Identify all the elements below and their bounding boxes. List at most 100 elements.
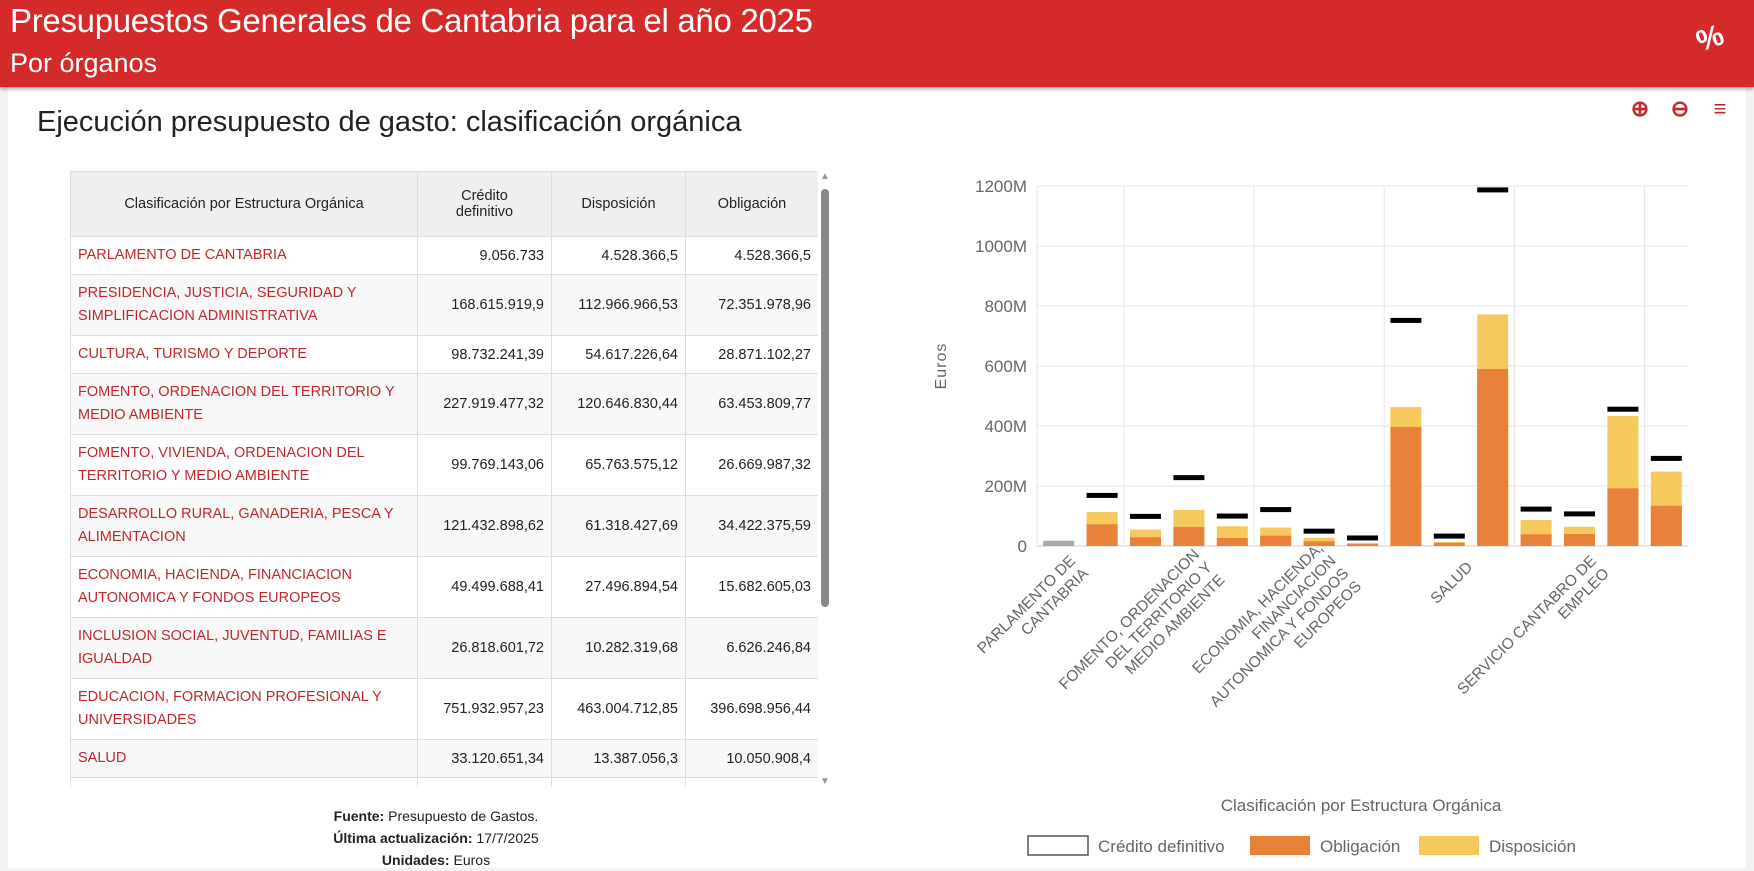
credito-cell: 9.056.733	[417, 236, 552, 275]
obligacion-cell: 63.453.809,77	[685, 373, 818, 435]
x-tick-label: SERVICIO CANTABRO DEEMPLEO	[1454, 552, 1612, 710]
table-row: FOMENTO, VIVIENDA, ORDENACION DEL TERRIT…	[70, 434, 818, 496]
table-row: INCLUSION SOCIAL, JUVENTUD, FAMILIAS E I…	[70, 617, 818, 679]
scroll-up-icon[interactable]: ▲	[820, 171, 830, 182]
column-header-disposicion[interactable]: Disposición	[551, 171, 686, 237]
source-label: Fuente:	[333, 808, 385, 824]
app-subtitle: Por órganos	[10, 48, 158, 78]
name-cell[interactable]: EDUCACION, FORMACION PROFESIONAL Y UNIVE…	[70, 678, 418, 740]
table-row: SALUD 33.120.651,34 13.387.056,3 10.050.908…	[70, 739, 818, 778]
name-cell[interactable]: PRESIDENCIA, JUSTICIA, SEGURIDAD Y SIMPL…	[70, 274, 418, 336]
zoom-out-icon[interactable]: ⊖	[1670, 96, 1690, 121]
obligacion-cell: 26.669.987,32	[685, 434, 818, 496]
disposicion-cell: 120.646.830,44	[551, 373, 686, 435]
obligacion-bar	[1477, 369, 1509, 546]
y-tick-label: 800M	[984, 297, 1027, 316]
disposicion-cell: 4.528.366,5	[551, 236, 686, 275]
empty-cell	[417, 777, 552, 787]
credito-marker	[1260, 507, 1292, 513]
table-footer: Fuente: Presupuesto de Gastos. Última ac…	[236, 805, 636, 871]
credito-marker	[1303, 528, 1335, 534]
credito-cell: 227.919.477,32	[417, 373, 552, 435]
column-header-obligacion[interactable]: Obligación	[685, 171, 818, 237]
y-tick-label: 200M	[984, 477, 1027, 496]
obligacion-cell: 6.626.246,84	[685, 617, 818, 679]
legend-swatch	[1419, 836, 1479, 855]
menu-icon[interactable]: ≡	[1713, 96, 1727, 121]
name-cell[interactable]: ECONOMIA, HACIENDA, FINANCIACION AUTONOM…	[70, 556, 418, 618]
disposicion-cell: 54.617.226,64	[551, 335, 686, 374]
units-label: Unidades:	[381, 852, 450, 868]
source-value: Presupuesto de Gastos.	[388, 808, 539, 824]
disposicion-cell: 13.387.056,3	[551, 739, 686, 778]
logo-icon: %	[1692, 18, 1729, 59]
credito-marker	[1477, 187, 1509, 193]
obligacion-bar	[1130, 537, 1161, 546]
disposicion-cell: 61.318.427,69	[551, 495, 686, 557]
legend-item[interactable]: Crédito definitivo	[1098, 837, 1225, 856]
y-tick-label: 600M	[984, 357, 1027, 376]
credito-marker	[1173, 475, 1205, 481]
empty-cell	[685, 777, 818, 787]
name-cell[interactable]: FOMENTO, VIVIENDA, ORDENACION DEL TERRIT…	[70, 434, 418, 496]
obligacion-cell: 72.351.978,96	[685, 274, 818, 336]
credito-cell: 49.499.688,41	[417, 556, 552, 618]
legend-item[interactable]: Obligación	[1320, 837, 1400, 856]
credito-cell: 26.818.601,72	[417, 617, 552, 679]
page-title: Ejecución presupuesto de gasto: clasific…	[37, 106, 742, 138]
credito-marker	[1216, 513, 1248, 519]
name-cell[interactable]: INCLUSION SOCIAL, JUVENTUD, FAMILIAS E I…	[70, 617, 418, 679]
obligacion-bar	[1390, 426, 1422, 546]
credito-marker	[1390, 317, 1422, 323]
zoom-in-icon[interactable]: ⊕	[1630, 96, 1650, 121]
name-cell[interactable]: SALUD	[70, 739, 418, 778]
name-cell[interactable]: FOMENTO, ORDENACION DEL TERRITORIO Y MED…	[70, 373, 418, 435]
x-axis-title: Clasificación por Estructura Orgánica	[1221, 796, 1502, 815]
table-row: DESARROLLO RURAL, GANADERIA, PESCA Y ALI…	[70, 495, 818, 557]
column-header-credito[interactable]: Crédito definitivo	[417, 171, 552, 237]
obligacion-bar	[1347, 544, 1378, 546]
name-cell[interactable]: CULTURA, TURISMO Y DEPORTE	[70, 335, 418, 374]
updated-label: Última actualización:	[333, 830, 473, 846]
y-axis-title: Euros	[933, 343, 950, 390]
empty-cell	[70, 777, 418, 787]
obligacion-cell: 10.050.908,4	[685, 739, 818, 778]
units-value: Euros	[453, 852, 491, 868]
disposicion-cell: 27.496.894,54	[551, 556, 686, 618]
name-cell[interactable]: DESARROLLO RURAL, GANADERIA, PESCA Y ALI…	[70, 495, 418, 557]
obligacion-bar	[1433, 542, 1465, 546]
table-row: EDUCACION, FORMACION PROFESIONAL Y UNIVE…	[70, 678, 818, 740]
scroll-down-icon[interactable]: ▼	[820, 776, 830, 787]
table-scrollbar[interactable]: ▲ ▼	[818, 171, 832, 787]
obligacion-bar	[1303, 541, 1335, 546]
disposicion-cell: 463.004.712,85	[551, 678, 686, 740]
table-row: FOMENTO, ORDENACION DEL TERRITORIO Y MED…	[70, 373, 818, 435]
obligacion-cell: 28.871.102,27	[685, 335, 818, 374]
credito-cell: 99.769.143,06	[417, 434, 552, 496]
obligacion-bar	[1607, 488, 1639, 546]
obligacion-bar	[1564, 534, 1595, 546]
data-table-container: Clasificación por Estructura Orgánica Cr…	[70, 171, 818, 787]
empty-cell	[551, 777, 686, 787]
y-tick-label: 1000M	[975, 237, 1027, 256]
app-header: Presupuestos Generales de Cantabria para…	[0, 0, 1754, 87]
credito-cell: 121.432.898,62	[417, 495, 552, 557]
credito-marker	[1086, 492, 1118, 498]
x-tick-label: SALUD	[1428, 559, 1477, 608]
credito-marker	[1043, 540, 1075, 546]
name-cell[interactable]: PARLAMENTO DE CANTABRIA	[70, 236, 418, 275]
credito-marker	[1347, 535, 1378, 541]
obligacion-bar	[1650, 505, 1682, 546]
table-row: ECONOMIA, HACIENDA, FINANCIACION AUTONOM…	[70, 556, 818, 618]
scrollbar-thumb[interactable]	[821, 189, 829, 607]
credito-cell: 98.732.241,39	[417, 335, 552, 374]
x-tick-label-line: SERVICIO CANTABRO DE	[1454, 552, 1600, 698]
obligacion-bar	[1173, 526, 1205, 546]
column-header-clasificacion[interactable]: Clasificación por Estructura Orgánica	[70, 171, 418, 237]
table-row: PARLAMENTO DE CANTABRIA 9.056.733 4.528.36…	[70, 236, 818, 275]
credito-marker	[1607, 406, 1639, 412]
legend-item[interactable]: Disposición	[1489, 837, 1576, 856]
obligacion-cell: 4.528.366,5	[685, 236, 818, 275]
credito-cell: 33.120.651,34	[417, 739, 552, 778]
credito-marker	[1650, 455, 1682, 461]
